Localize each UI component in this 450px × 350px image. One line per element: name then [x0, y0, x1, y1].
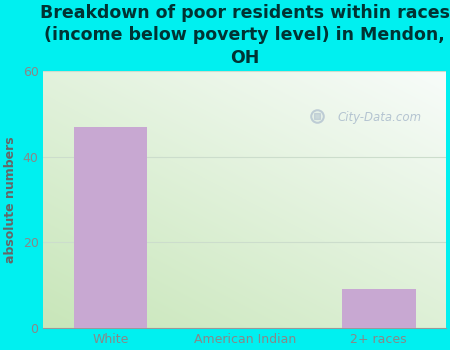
Y-axis label: absolute numbers: absolute numbers: [4, 136, 17, 263]
Text: City-Data.com: City-Data.com: [337, 111, 421, 124]
Bar: [342, 289, 416, 328]
Bar: [74, 127, 148, 328]
Title: Breakdown of poor residents within races
(income below poverty level) in Mendon,: Breakdown of poor residents within races…: [40, 4, 450, 66]
